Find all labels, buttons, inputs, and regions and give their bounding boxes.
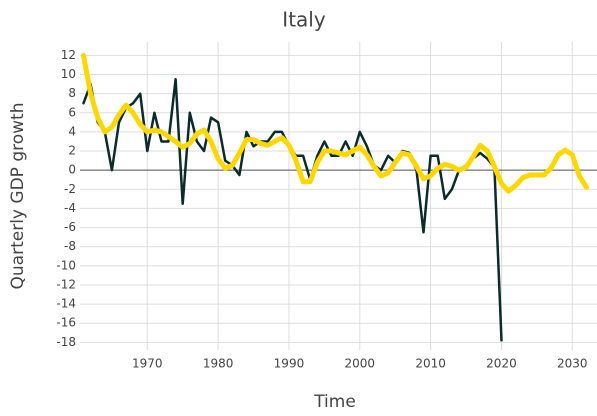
x-tick-label: 1980 xyxy=(203,357,234,371)
y-tick-label: 12 xyxy=(61,48,76,62)
x-tick-label: 2010 xyxy=(415,357,446,371)
y-tick-label: -10 xyxy=(56,258,76,272)
y-tick-label: -4 xyxy=(64,201,76,215)
y-tick-label: 6 xyxy=(68,105,76,119)
x-tick-label: 2000 xyxy=(345,357,376,371)
y-tick-label: 8 xyxy=(68,86,76,100)
y-tick-label: -16 xyxy=(56,316,76,330)
series-line xyxy=(81,52,589,194)
y-tick-label: -14 xyxy=(56,297,76,311)
series-line xyxy=(82,78,503,342)
y-tick-label: -8 xyxy=(64,239,76,253)
x-tick-label: 1970 xyxy=(132,357,163,371)
x-tick-label: 1990 xyxy=(274,357,305,371)
y-tick-label: -6 xyxy=(64,220,76,234)
x-axis-label: Time xyxy=(313,392,356,412)
y-tick-label: 10 xyxy=(61,67,76,81)
y-tick-label: 2 xyxy=(68,144,76,158)
y-tick-label: 4 xyxy=(68,124,76,138)
y-tick-label: -18 xyxy=(56,335,76,349)
y-axis-label: Quarterly GDP growth xyxy=(8,103,28,290)
y-tick-label: 0 xyxy=(68,163,76,177)
x-tick-label: 2030 xyxy=(557,357,588,371)
y-tick-label: -2 xyxy=(64,182,76,196)
chart-title: Italy xyxy=(282,8,326,32)
x-tick-label: 2020 xyxy=(486,357,517,371)
y-tick-label: -12 xyxy=(56,277,76,291)
